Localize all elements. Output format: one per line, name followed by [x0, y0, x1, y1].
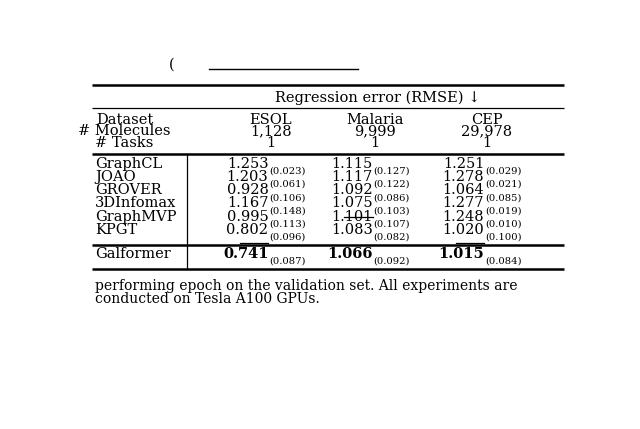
Text: # Tasks: # Tasks — [95, 136, 154, 150]
Text: 1.117: 1.117 — [332, 170, 372, 184]
Text: (0.092): (0.092) — [374, 257, 410, 266]
Text: (0.082): (0.082) — [374, 233, 410, 242]
Text: (0.148): (0.148) — [269, 206, 306, 215]
Text: (0.021): (0.021) — [485, 180, 522, 189]
Text: Regression error (RMSE) ↓: Regression error (RMSE) ↓ — [275, 91, 480, 105]
Text: 1.020: 1.020 — [442, 223, 484, 237]
Text: 1: 1 — [371, 136, 380, 150]
Text: (: ( — [169, 57, 175, 72]
Text: GROVER: GROVER — [95, 183, 161, 197]
Text: GraphCL: GraphCL — [95, 157, 162, 171]
Text: 1.277: 1.277 — [443, 196, 484, 210]
Text: (0.023): (0.023) — [269, 167, 306, 176]
Text: 1.253: 1.253 — [227, 157, 269, 171]
Text: 3DInfomax: 3DInfomax — [95, 196, 176, 210]
Text: (0.107): (0.107) — [374, 220, 410, 229]
Text: 1.101: 1.101 — [332, 210, 372, 224]
Text: GraphMVP: GraphMVP — [95, 210, 177, 224]
Text: CEP: CEP — [471, 112, 502, 127]
Text: 1.203: 1.203 — [227, 170, 269, 184]
Text: (0.127): (0.127) — [374, 167, 410, 176]
Text: # Molecules: # Molecules — [78, 124, 171, 139]
Text: (0.019): (0.019) — [485, 206, 522, 215]
Text: JOAO: JOAO — [95, 170, 136, 184]
Text: 1.083: 1.083 — [331, 223, 372, 237]
Text: (0.087): (0.087) — [269, 257, 306, 266]
Text: 1.167: 1.167 — [227, 196, 269, 210]
Text: 1.248: 1.248 — [443, 210, 484, 224]
Text: (0.086): (0.086) — [374, 193, 410, 202]
Text: (0.010): (0.010) — [485, 220, 522, 229]
Text: (0.100): (0.100) — [485, 233, 522, 242]
Text: Galformer: Galformer — [95, 247, 171, 260]
Text: 29,978: 29,978 — [461, 124, 512, 139]
Text: (0.085): (0.085) — [485, 193, 522, 202]
Text: (0.061): (0.061) — [269, 180, 306, 189]
Text: 1.115: 1.115 — [332, 157, 372, 171]
Text: (0.113): (0.113) — [269, 220, 306, 229]
Text: 1.251: 1.251 — [443, 157, 484, 171]
Text: performing epoch on the validation set. All experiments are: performing epoch on the validation set. … — [95, 279, 517, 293]
Text: 0.802: 0.802 — [227, 223, 269, 237]
Text: Dataset: Dataset — [96, 112, 153, 127]
Text: (0.122): (0.122) — [374, 180, 410, 189]
Text: 0.928: 0.928 — [227, 183, 269, 197]
Text: (0.029): (0.029) — [485, 167, 522, 176]
Text: (0.103): (0.103) — [374, 206, 410, 215]
Text: 1.015: 1.015 — [438, 247, 484, 260]
Text: conducted on Tesla A100 GPUs.: conducted on Tesla A100 GPUs. — [95, 292, 319, 306]
Text: Malaria: Malaria — [346, 112, 404, 127]
Text: 1: 1 — [482, 136, 492, 150]
Text: 9,999: 9,999 — [355, 124, 396, 139]
Text: (0.084): (0.084) — [485, 257, 522, 266]
Text: 1,128: 1,128 — [250, 124, 292, 139]
Text: 1.278: 1.278 — [443, 170, 484, 184]
Text: ESOL: ESOL — [250, 112, 292, 127]
Text: 0.995: 0.995 — [227, 210, 269, 224]
Text: 0.741: 0.741 — [223, 247, 269, 260]
Text: 1.066: 1.066 — [327, 247, 372, 260]
Text: 1.075: 1.075 — [331, 196, 372, 210]
Text: 1.092: 1.092 — [331, 183, 372, 197]
Text: (0.096): (0.096) — [269, 233, 306, 242]
Text: (0.106): (0.106) — [269, 193, 306, 202]
Text: 1.064: 1.064 — [442, 183, 484, 197]
Text: KPGT: KPGT — [95, 223, 137, 237]
Text: 1: 1 — [266, 136, 276, 150]
